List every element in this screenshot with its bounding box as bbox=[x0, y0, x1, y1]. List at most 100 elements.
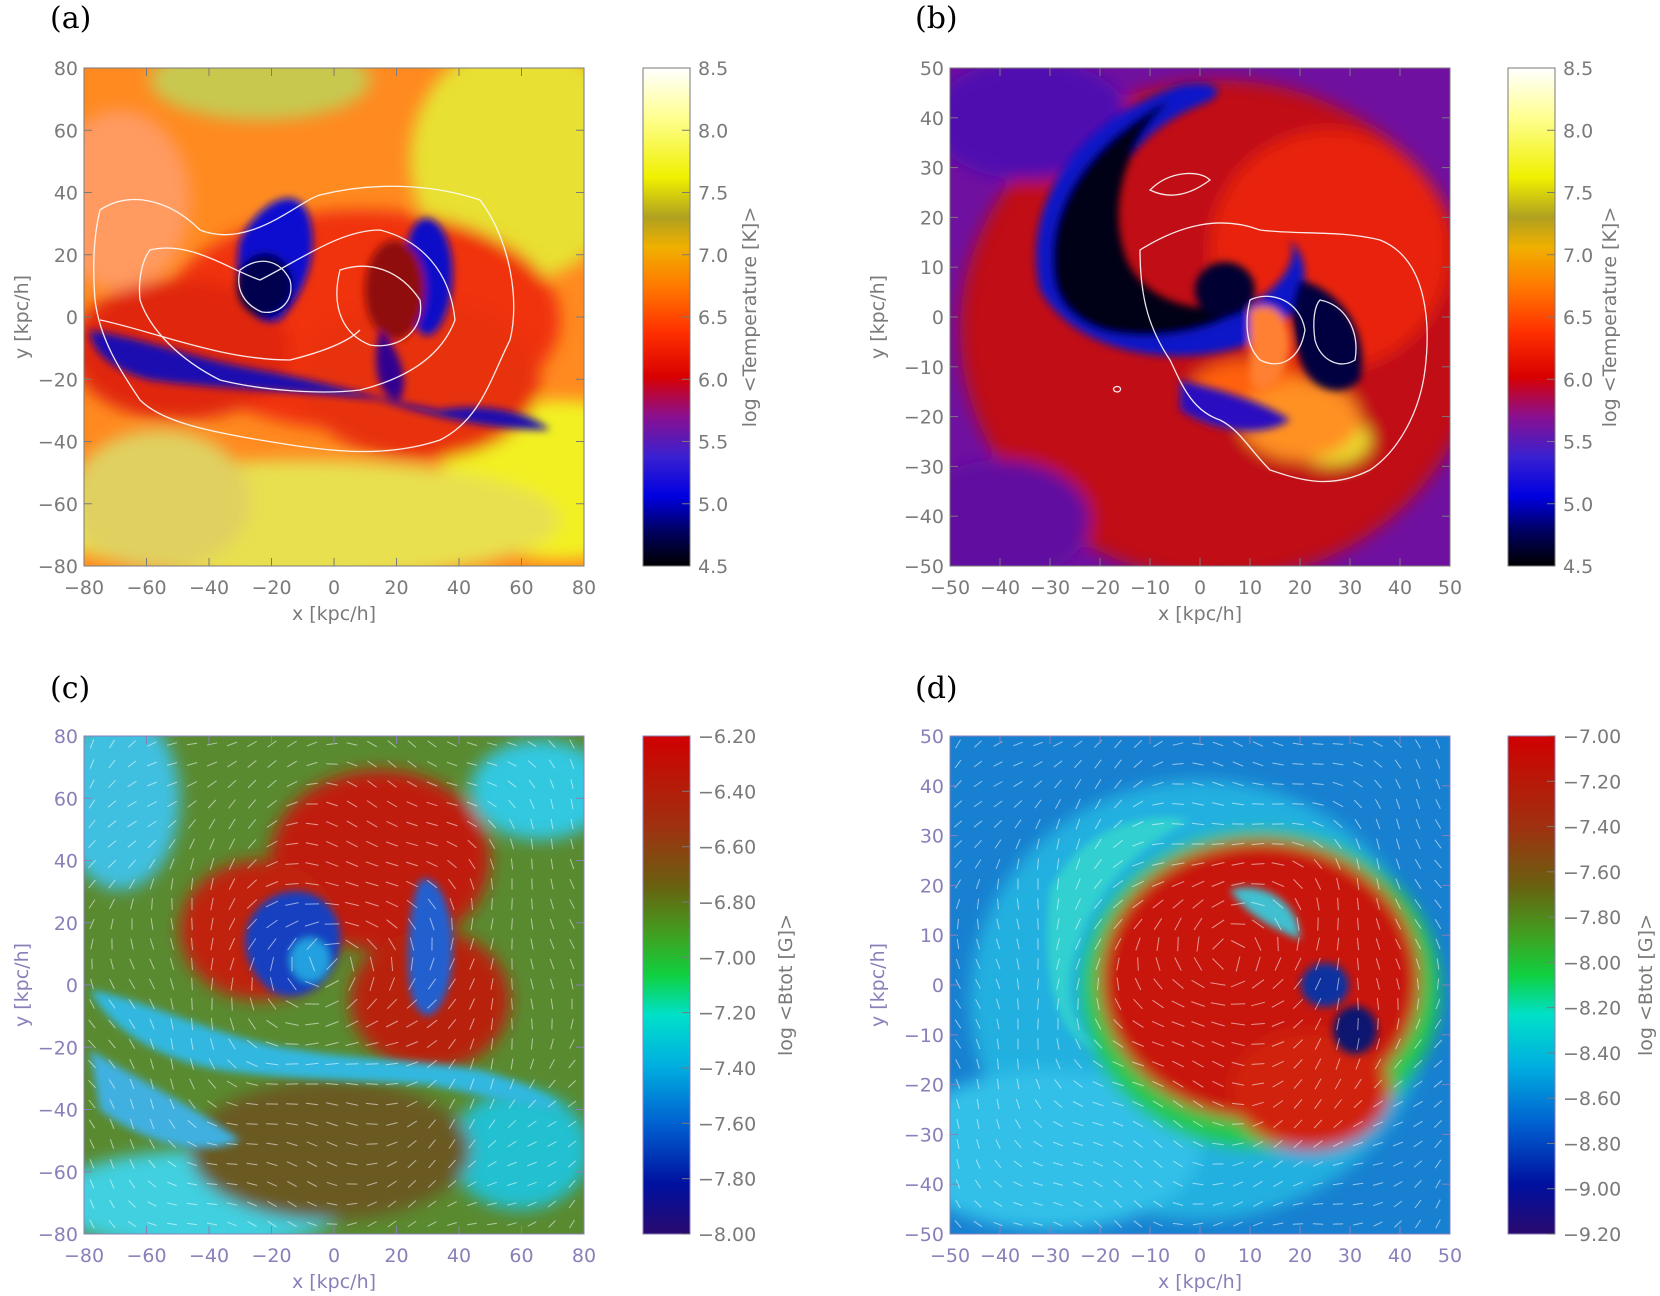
field-vector bbox=[127, 1220, 137, 1228]
field-vector bbox=[89, 759, 95, 769]
field-vector bbox=[1056, 858, 1060, 870]
field-vector bbox=[207, 780, 217, 788]
field-vector bbox=[88, 839, 96, 849]
field-vector bbox=[1395, 858, 1401, 870]
field-vector bbox=[89, 739, 95, 749]
field-vector bbox=[527, 1221, 537, 1227]
field-vector bbox=[1415, 778, 1421, 790]
field-vector bbox=[89, 1179, 95, 1189]
field-vector bbox=[348, 977, 356, 991]
field-vector bbox=[247, 859, 257, 869]
field-vector bbox=[266, 1161, 278, 1167]
field-vector bbox=[428, 1159, 436, 1169]
field-vector bbox=[511, 898, 513, 910]
field-vector bbox=[345, 1102, 359, 1106]
field-vector bbox=[1013, 800, 1023, 808]
x-tick-label: −10 bbox=[1130, 1245, 1170, 1267]
field-vector bbox=[366, 998, 378, 1010]
field-vector bbox=[1375, 958, 1381, 970]
field-vector bbox=[567, 1140, 577, 1148]
field-vector bbox=[226, 1202, 238, 1206]
field-vector bbox=[569, 899, 575, 909]
field-vector bbox=[470, 917, 474, 931]
field-vector bbox=[448, 1098, 456, 1110]
field-vector bbox=[1233, 1221, 1243, 1227]
field-vector bbox=[469, 1038, 475, 1050]
field-vector bbox=[129, 1159, 135, 1169]
field-vector bbox=[191, 997, 193, 1011]
field-vector bbox=[1192, 802, 1204, 806]
field-vector bbox=[1016, 858, 1020, 870]
y-tick-label: −50 bbox=[904, 556, 944, 578]
field-vector bbox=[976, 1139, 980, 1149]
field-vector bbox=[88, 1119, 96, 1129]
field-vector bbox=[509, 1078, 515, 1090]
heatmap-b bbox=[950, 68, 1450, 566]
field-vector bbox=[550, 1038, 554, 1050]
field-vector bbox=[1191, 1021, 1205, 1027]
field-vector bbox=[209, 838, 215, 850]
field-vector bbox=[1152, 1080, 1164, 1088]
field-vector bbox=[89, 918, 95, 930]
field-vector bbox=[1232, 1161, 1244, 1167]
field-vector bbox=[490, 978, 494, 990]
field-vector bbox=[108, 739, 116, 749]
field-vector bbox=[1356, 1038, 1360, 1050]
field-vector bbox=[956, 1139, 960, 1149]
field-vector bbox=[1273, 1180, 1283, 1188]
field-vector bbox=[246, 1060, 258, 1068]
field-vector bbox=[108, 1079, 116, 1089]
field-vector bbox=[186, 1182, 198, 1186]
field-vector bbox=[507, 1202, 517, 1206]
field-vector bbox=[345, 1041, 359, 1047]
field-vector bbox=[548, 1079, 556, 1089]
field-vector bbox=[1272, 783, 1284, 785]
field-vector bbox=[385, 1020, 399, 1028]
field-vector bbox=[447, 1018, 457, 1030]
y-tick-label: −10 bbox=[904, 1025, 944, 1047]
field-vector bbox=[1172, 742, 1184, 746]
panel-label-a: (a) bbox=[50, 1, 91, 36]
field-vector bbox=[1212, 1101, 1224, 1107]
y-tick-label: 60 bbox=[54, 120, 78, 142]
x-tick-label: 30 bbox=[1338, 1245, 1362, 1267]
colorbar-c bbox=[642, 735, 691, 1235]
field-vector bbox=[1212, 1080, 1224, 1088]
field-vector bbox=[506, 1182, 518, 1186]
field-vector bbox=[88, 879, 96, 889]
field-vector bbox=[428, 1139, 436, 1149]
y-tick-label: 50 bbox=[920, 726, 944, 748]
colorbar-tick-label: −6.80 bbox=[698, 892, 756, 914]
field-vector bbox=[1375, 1038, 1381, 1050]
x-tick-label: 40 bbox=[1388, 577, 1412, 599]
field-vector bbox=[1433, 1100, 1443, 1108]
y-tick-label: 30 bbox=[920, 158, 944, 180]
field-vector bbox=[325, 1102, 339, 1106]
field-vector bbox=[108, 759, 116, 769]
colorbar-tick-label: −7.20 bbox=[1563, 771, 1621, 793]
field-vector bbox=[1132, 1101, 1144, 1107]
field-vector bbox=[1172, 979, 1184, 989]
field-vector bbox=[975, 999, 981, 1009]
field-vector bbox=[1133, 1220, 1143, 1228]
field-vector bbox=[367, 760, 377, 768]
field-vector bbox=[446, 782, 458, 786]
colorbar-tick-label: −6.20 bbox=[698, 726, 756, 748]
field-vector bbox=[209, 858, 215, 870]
field-vector bbox=[976, 938, 980, 950]
field-vector bbox=[346, 820, 358, 828]
field-vector bbox=[1192, 1120, 1204, 1128]
field-vector bbox=[1151, 862, 1165, 866]
field-vector bbox=[1114, 759, 1122, 769]
field-vector bbox=[508, 799, 516, 809]
field-vector bbox=[1191, 1040, 1205, 1048]
field-vector bbox=[1192, 762, 1204, 766]
field-vector bbox=[429, 957, 435, 971]
field-vector bbox=[1353, 1099, 1363, 1109]
field-vector bbox=[1314, 977, 1322, 991]
field-vector bbox=[1434, 1139, 1442, 1149]
field-vector bbox=[955, 979, 961, 989]
field-vector bbox=[1252, 761, 1264, 767]
field-vector bbox=[407, 1159, 417, 1169]
field-vector bbox=[1013, 761, 1023, 767]
